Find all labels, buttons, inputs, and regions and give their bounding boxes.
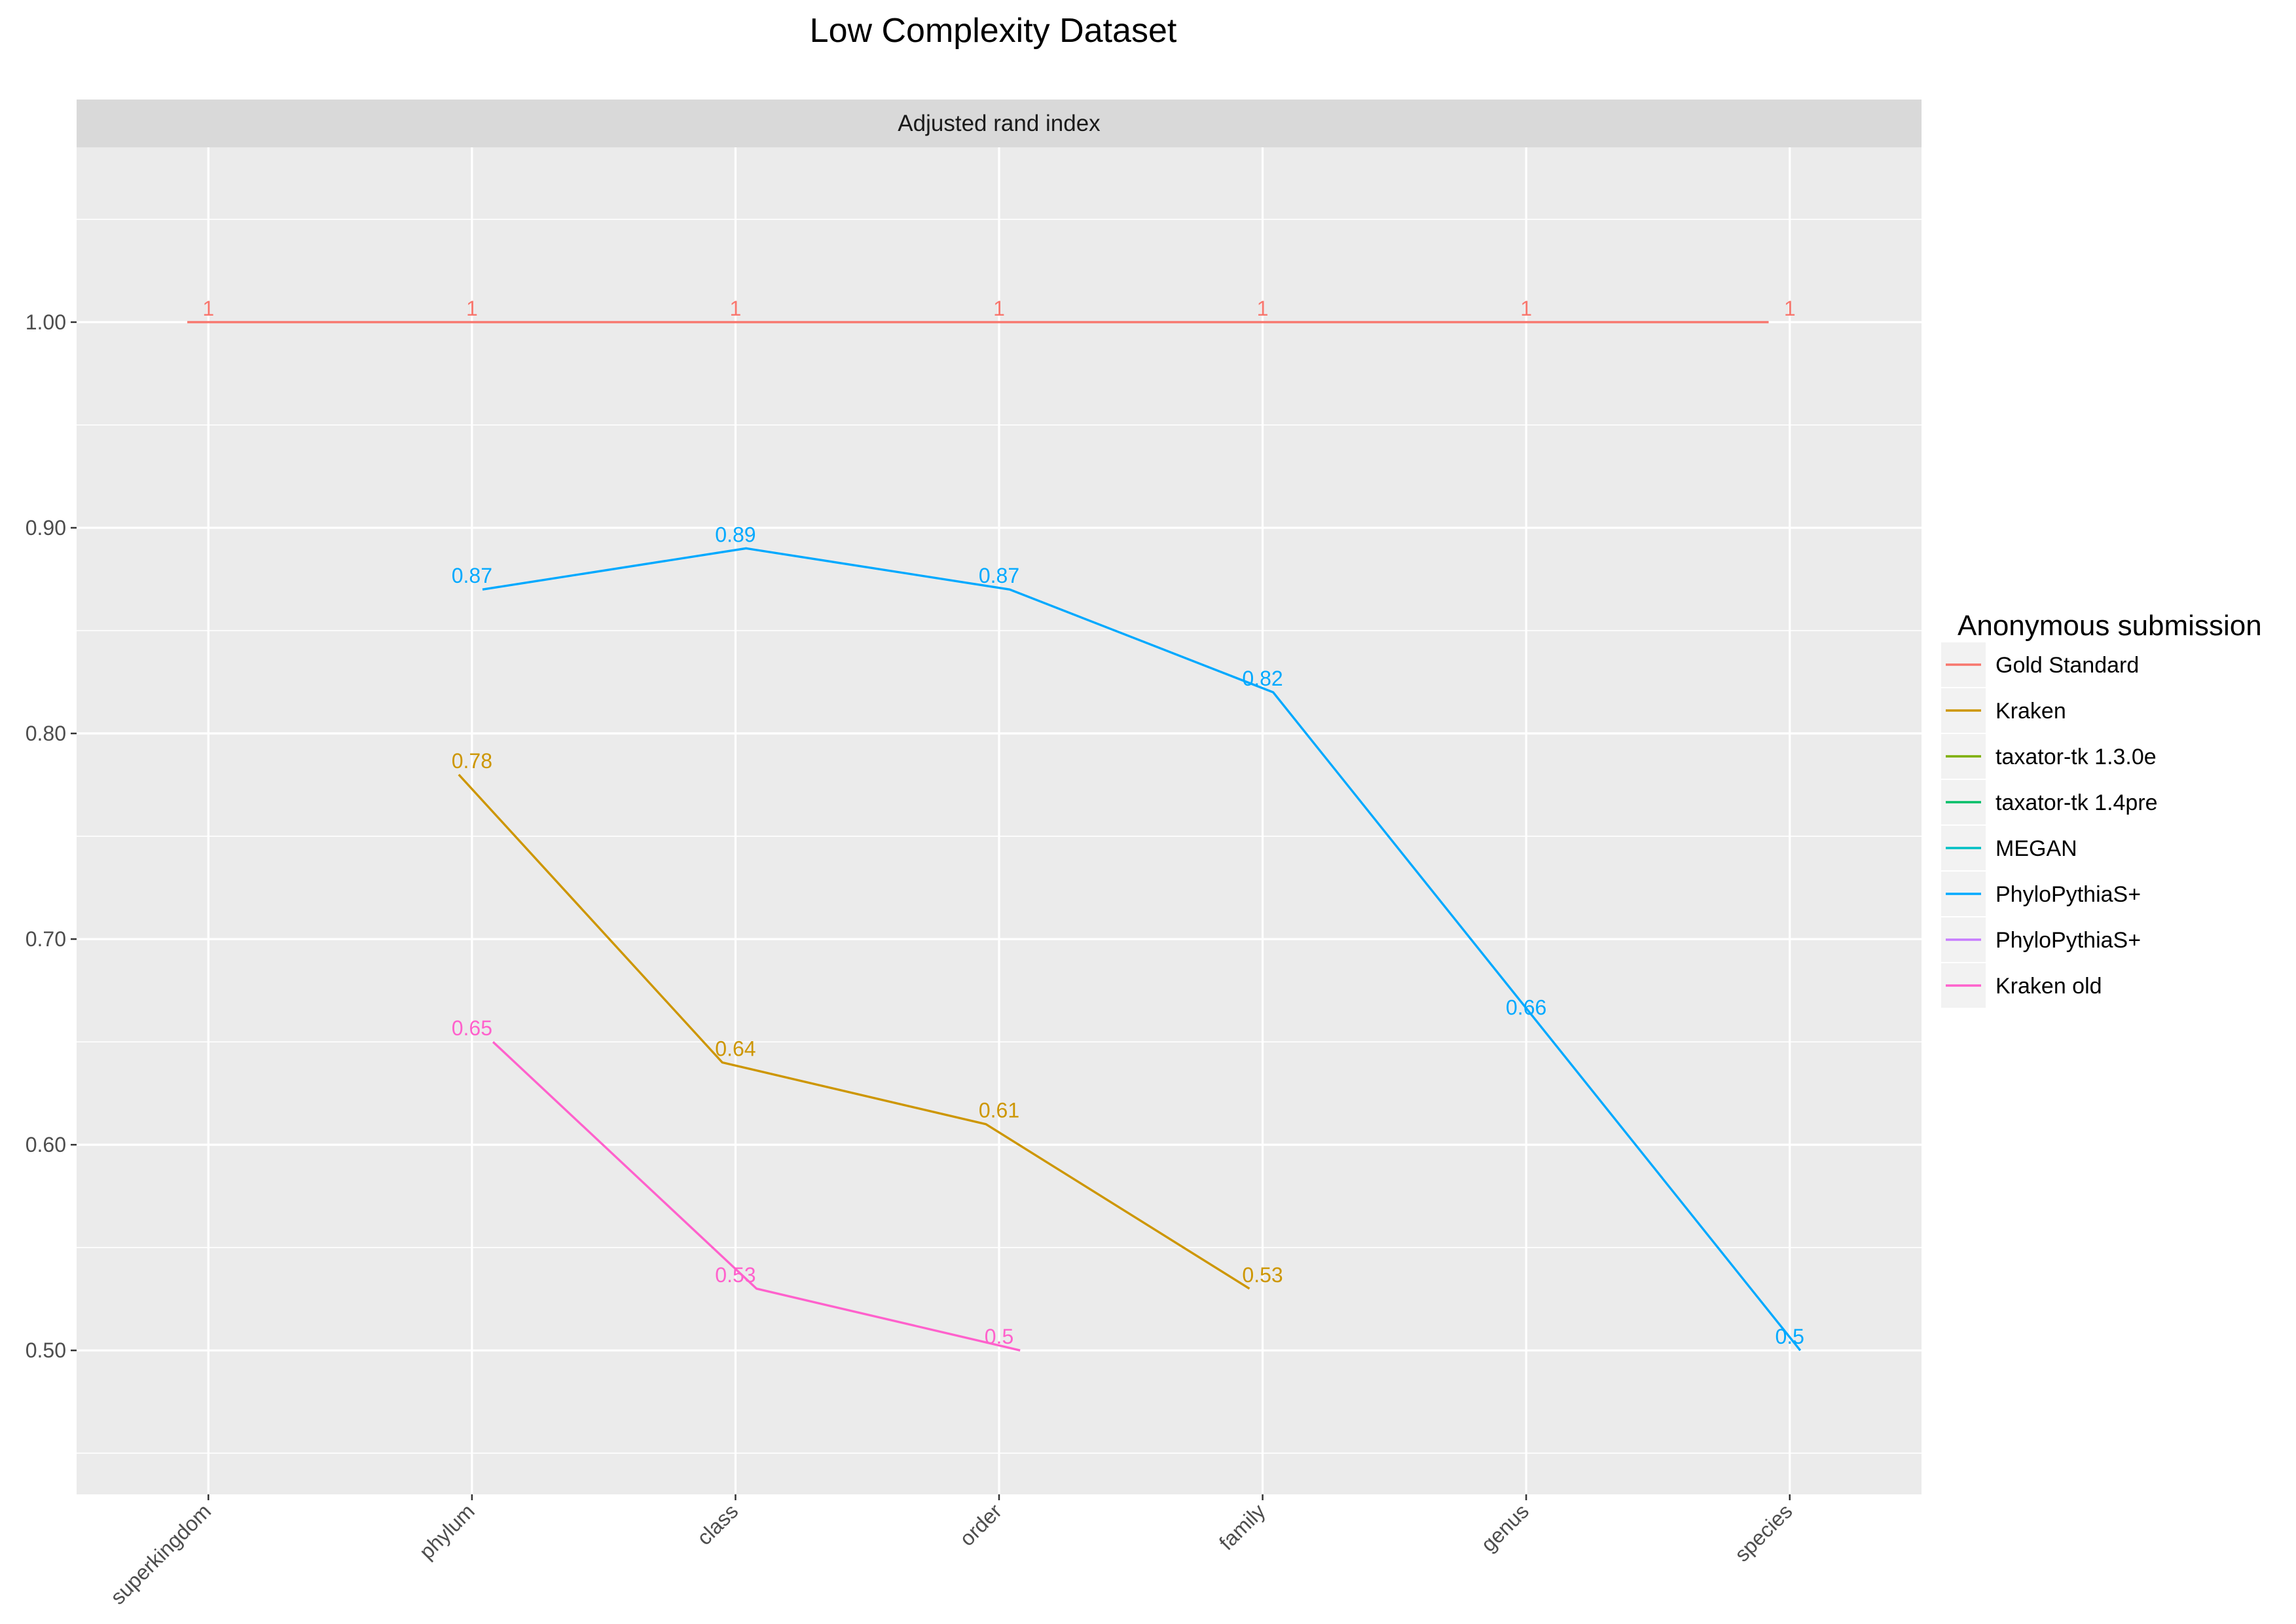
data-label: 0.5 (1775, 1325, 1804, 1348)
y-tick-label: 0.60 (26, 1133, 66, 1156)
data-label: 0.87 (452, 564, 492, 587)
x-tick-label: genus (1476, 1499, 1533, 1556)
data-label: 1 (993, 297, 1005, 320)
data-label: 1 (1257, 297, 1269, 320)
y-tick-label: 0.90 (26, 516, 66, 540)
legend-title: Anonymous submission (1958, 610, 2262, 642)
legend-item: taxator-tk 1.3.0e (1940, 733, 2157, 780)
legend-label: Kraken (1995, 699, 2066, 724)
series-kraken-old: 0.65 0.53 0.5 (452, 1016, 1021, 1352)
y-tick-label: 0.80 (26, 722, 66, 745)
legend-label: PhyloPythiaS+ (1995, 882, 2141, 907)
legend-label: Kraken old (1995, 974, 2102, 999)
legend-item: Kraken old (1940, 962, 2102, 1009)
x-tick-label: species (1730, 1499, 1796, 1566)
x-tick-label: order (955, 1499, 1007, 1551)
legend-label: taxator-tk 1.3.0e (1995, 745, 2157, 769)
data-label: 0.89 (715, 523, 756, 546)
data-label: 0.65 (452, 1016, 492, 1040)
series-layer: 1 1 1 1 1 1 10.780.640.610.530.870.890.870.820… (187, 297, 1804, 1352)
x-tick-label: class (692, 1499, 742, 1549)
data-label: 1 (1784, 297, 1796, 320)
legend-item: Gold Standard (1940, 641, 2139, 688)
series-line (492, 1041, 1021, 1352)
legend-item: Kraken (1940, 687, 2066, 734)
data-label: 0.87 (979, 564, 1019, 587)
legend-label: Gold Standard (1995, 653, 2139, 678)
series-line (482, 547, 1802, 1352)
x-tick-label: family (1214, 1499, 1270, 1555)
plot-panel (77, 147, 1922, 1494)
series-kraken: 0.78 0.64 0.61 0.53 (452, 749, 1283, 1290)
data-label: 1 (202, 297, 214, 320)
data-label: 1 (466, 297, 478, 320)
chart-title: Low Complexity Dataset (810, 12, 1177, 50)
data-label: 0.82 (1242, 667, 1283, 690)
facet-strip-label: Adjusted rand index (898, 111, 1101, 136)
data-label: 0.5 (985, 1325, 1013, 1348)
legend-item: PhyloPythiaS+ (1940, 870, 2141, 917)
x-tick-label: phylum (414, 1499, 479, 1563)
legend-label: taxator-tk 1.4pre (1995, 790, 2158, 815)
data-label: 1 (1520, 297, 1532, 320)
data-label: 0.66 (1506, 996, 1546, 1020)
data-label: 1 (730, 297, 742, 320)
legend: Anonymous submission Gold Standard Kraken… (1940, 610, 2262, 1009)
series-phylopythias-: 0.87 0.89 0.87 0.82 0.66 0.5 (452, 523, 1804, 1352)
y-tick-label: 1.00 (26, 310, 66, 334)
y-tick-label: 0.50 (26, 1338, 66, 1362)
legend-item: PhyloPythiaS+ (1940, 916, 2141, 963)
data-label: 0.61 (979, 1099, 1019, 1122)
data-label: 0.53 (715, 1263, 756, 1287)
series-line (458, 773, 1250, 1290)
legend-label: PhyloPythiaS+ (1995, 928, 2141, 953)
legend-item: MEGAN (1940, 824, 2077, 872)
facet-strip-background (77, 100, 1922, 147)
legend-item: taxator-tk 1.4pre (1940, 779, 2158, 826)
y-tick-label: 0.70 (26, 927, 66, 951)
data-label: 0.64 (715, 1037, 756, 1061)
data-label: 0.78 (452, 749, 492, 773)
series-gold-standard: 1 1 1 1 1 1 1 (187, 297, 1796, 323)
legend-label: MEGAN (1995, 836, 2077, 861)
x-tick-label: superkingdom (106, 1499, 216, 1609)
data-label: 0.53 (1242, 1263, 1283, 1287)
facet-strip: Adjusted rand index (77, 100, 1922, 147)
